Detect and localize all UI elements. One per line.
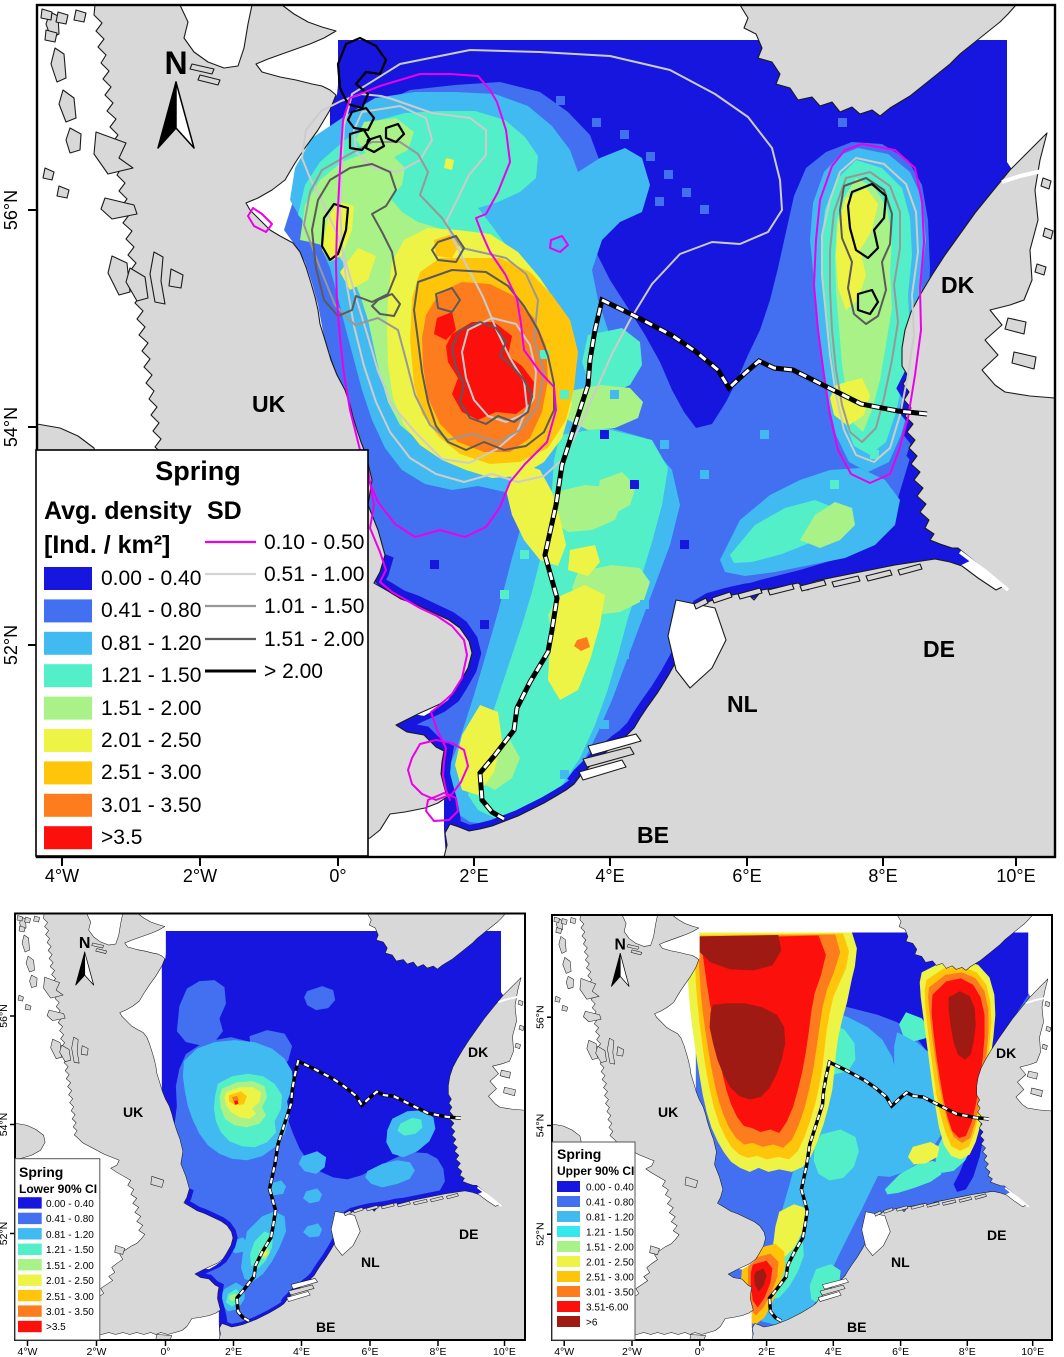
svg-text:SD: SD: [207, 497, 242, 525]
svg-text:0.81 - 1.20: 0.81 - 1.20: [46, 1230, 94, 1241]
svg-text:8°E: 8°E: [868, 866, 897, 886]
svg-text:3.01 - 3.50: 3.01 - 3.50: [101, 794, 201, 817]
svg-text:>3.5: >3.5: [101, 826, 142, 849]
svg-text:4°W: 4°W: [45, 866, 79, 886]
svg-text:4°E: 4°E: [293, 1346, 310, 1357]
svg-text:2°W: 2°W: [87, 1346, 107, 1357]
svg-text:Avg. density: Avg. density: [44, 497, 192, 525]
svg-text:NL: NL: [361, 1254, 380, 1270]
svg-text:0.41 - 0.80: 0.41 - 0.80: [586, 1198, 634, 1209]
svg-text:Spring: Spring: [557, 1146, 601, 1162]
svg-text:Spring: Spring: [19, 1164, 63, 1180]
svg-text:1.51 - 2.00: 1.51 - 2.00: [586, 1243, 634, 1254]
svg-text:54°N: 54°N: [0, 1113, 10, 1136]
svg-text:2°W: 2°W: [622, 1346, 642, 1357]
svg-text:BE: BE: [316, 1319, 335, 1335]
svg-text:52°N: 52°N: [535, 1222, 547, 1245]
svg-text:DE: DE: [459, 1226, 478, 1242]
svg-text:2.51 - 3.00: 2.51 - 3.00: [101, 761, 201, 784]
svg-text:0.00 - 0.40: 0.00 - 0.40: [46, 1199, 94, 1210]
svg-text:6°E: 6°E: [732, 866, 761, 886]
svg-text:UK: UK: [252, 391, 286, 417]
svg-text:2.51 - 3.00: 2.51 - 3.00: [586, 1273, 634, 1284]
svg-text:54°N: 54°N: [535, 1114, 547, 1137]
svg-text:3.51-6.00: 3.51-6.00: [586, 1303, 629, 1314]
svg-text:[Ind. / km²]: [Ind. / km²]: [44, 531, 170, 559]
svg-text:3.01 - 3.50: 3.01 - 3.50: [46, 1307, 94, 1318]
svg-text:2.01 - 2.50: 2.01 - 2.50: [46, 1276, 94, 1287]
svg-text:Upper 90% CI: Upper 90% CI: [557, 1164, 634, 1178]
svg-text:2.51 - 3.00: 2.51 - 3.00: [46, 1292, 94, 1303]
svg-text:4°E: 4°E: [825, 1346, 842, 1357]
svg-text:8°E: 8°E: [959, 1346, 976, 1357]
svg-text:DK: DK: [996, 1045, 1016, 1061]
svg-text:NL: NL: [727, 691, 758, 717]
svg-text:1.01 - 1.50: 1.01 - 1.50: [264, 595, 364, 618]
svg-text:2°E: 2°E: [459, 866, 488, 886]
svg-text:1.21 - 1.50: 1.21 - 1.50: [101, 664, 201, 687]
svg-text:NL: NL: [891, 1254, 910, 1270]
svg-text:1.51 - 2.00: 1.51 - 2.00: [46, 1261, 94, 1272]
svg-text:4°W: 4°W: [554, 1346, 574, 1357]
svg-text:2°E: 2°E: [225, 1346, 242, 1357]
svg-text:6°E: 6°E: [892, 1346, 909, 1357]
svg-text:0.00 - 0.40: 0.00 - 0.40: [101, 567, 201, 590]
svg-text:UK: UK: [658, 1104, 678, 1120]
svg-text:10°E: 10°E: [996, 866, 1035, 886]
svg-text:54°N: 54°N: [1, 407, 21, 447]
svg-text:DK: DK: [468, 1044, 488, 1060]
svg-text:1.21 - 1.50: 1.21 - 1.50: [586, 1228, 634, 1239]
svg-text:56°N: 56°N: [0, 1004, 10, 1027]
svg-text:1.51 - 2.00: 1.51 - 2.00: [101, 697, 201, 720]
svg-text:0°: 0°: [329, 866, 346, 886]
svg-text:56°N: 56°N: [1, 190, 21, 230]
svg-text:1.21 - 1.50: 1.21 - 1.50: [46, 1245, 94, 1256]
svg-text:0°: 0°: [160, 1346, 170, 1357]
svg-text:1.51 - 2.00: 1.51 - 2.00: [264, 628, 364, 651]
svg-text:52°N: 52°N: [1, 625, 21, 665]
svg-text:2.01 - 2.50: 2.01 - 2.50: [101, 729, 201, 752]
svg-text:10°E: 10°E: [493, 1346, 516, 1357]
svg-text:>6: >6: [586, 1318, 598, 1329]
svg-text:>3.5: >3.5: [46, 1322, 66, 1333]
svg-text:2.01 - 2.50: 2.01 - 2.50: [586, 1258, 634, 1269]
svg-text:10°E: 10°E: [1021, 1346, 1044, 1357]
svg-text:0.10 - 0.50: 0.10 - 0.50: [264, 531, 364, 554]
svg-text:BE: BE: [637, 822, 669, 848]
svg-text:DK: DK: [941, 272, 975, 298]
svg-text:4°W: 4°W: [18, 1346, 38, 1357]
svg-text:0°: 0°: [695, 1346, 705, 1357]
svg-text:0.41 - 0.80: 0.41 - 0.80: [101, 599, 201, 622]
svg-text:52°N: 52°N: [0, 1222, 10, 1245]
svg-text:4°E: 4°E: [595, 866, 624, 886]
svg-text:0.41 - 0.80: 0.41 - 0.80: [46, 1214, 94, 1225]
svg-text:6°E: 6°E: [361, 1346, 378, 1357]
svg-text:0.81 - 1.20: 0.81 - 1.20: [101, 632, 201, 655]
svg-text:0.81 - 1.20: 0.81 - 1.20: [586, 1213, 634, 1224]
svg-text:Spring: Spring: [155, 456, 241, 486]
svg-text:0.00 - 0.40: 0.00 - 0.40: [586, 1183, 634, 1194]
svg-text:> 2.00: > 2.00: [264, 660, 323, 683]
svg-text:2°E: 2°E: [758, 1346, 775, 1357]
svg-text:BE: BE: [847, 1319, 866, 1335]
svg-text:8°E: 8°E: [429, 1346, 446, 1357]
svg-text:Lower 90% CI: Lower 90% CI: [19, 1182, 97, 1196]
svg-text:DE: DE: [923, 636, 955, 662]
svg-text:2°W: 2°W: [183, 866, 217, 886]
svg-text:DE: DE: [987, 1227, 1006, 1243]
svg-text:56°N: 56°N: [535, 1005, 547, 1028]
svg-text:3.01 - 3.50: 3.01 - 3.50: [586, 1288, 634, 1299]
svg-text:UK: UK: [123, 1104, 143, 1120]
svg-text:0.51 - 1.00: 0.51 - 1.00: [264, 563, 364, 586]
